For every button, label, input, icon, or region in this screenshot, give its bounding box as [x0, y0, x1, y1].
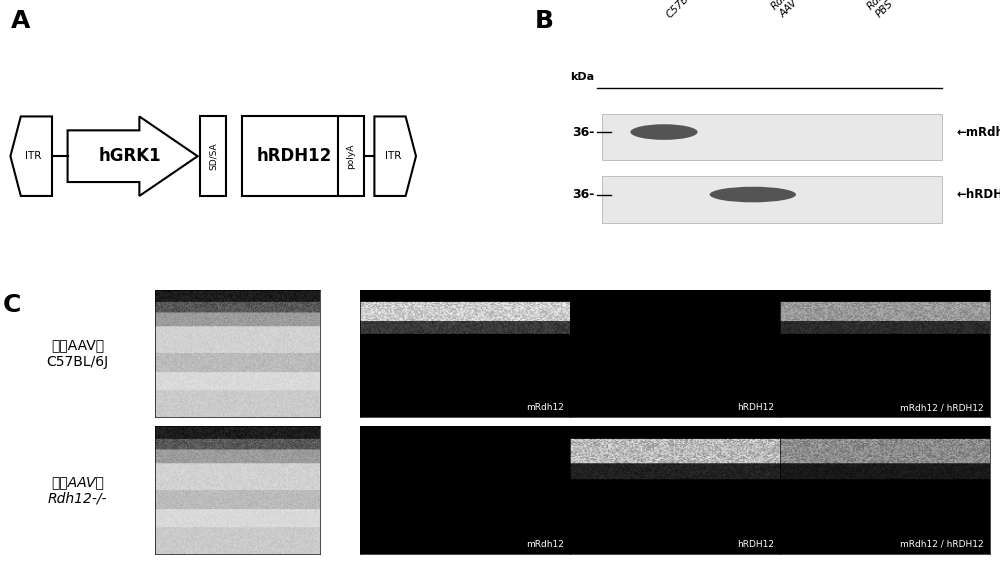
Text: IPL: IPL: [322, 394, 333, 403]
Text: mRdh12: mRdh12: [526, 403, 564, 412]
Polygon shape: [10, 116, 52, 196]
Text: ←hRDH12: ←hRDH12: [957, 188, 1000, 201]
Text: ITR: ITR: [385, 151, 401, 161]
Ellipse shape: [630, 124, 698, 140]
Text: OPL: OPL: [322, 504, 337, 513]
Text: RPE: RPE: [322, 291, 337, 300]
Text: 36-: 36-: [572, 126, 594, 139]
Text: INL: INL: [322, 517, 334, 527]
Text: C: C: [2, 293, 21, 316]
Text: hRDH12: hRDH12: [737, 403, 774, 412]
Text: SD/SA: SD/SA: [209, 143, 218, 170]
Polygon shape: [374, 116, 416, 196]
Text: INL: INL: [322, 381, 334, 390]
Text: IS: IS: [322, 317, 329, 326]
Text: mRdh12: mRdh12: [526, 540, 564, 549]
Text: OS: OS: [322, 304, 333, 314]
Text: IPL: IPL: [322, 530, 333, 539]
Text: hRDH12: hRDH12: [256, 147, 331, 165]
Text: Rdh12-/-
AAV: Rdh12-/- AAV: [770, 0, 817, 20]
Text: mRdh12 / hRDH12: mRdh12 / hRDH12: [900, 540, 984, 549]
Text: GCL: GCL: [322, 543, 337, 552]
Text: IS: IS: [322, 453, 329, 462]
Text: 注射AAV的
Rdh12-/-: 注射AAV的 Rdh12-/-: [48, 475, 107, 505]
FancyBboxPatch shape: [602, 114, 942, 160]
Text: ONL: ONL: [322, 479, 338, 488]
Bar: [338, 116, 364, 196]
Ellipse shape: [710, 187, 796, 202]
Text: GCL: GCL: [322, 407, 337, 416]
Bar: [242, 116, 346, 196]
Text: OPL: OPL: [322, 368, 337, 377]
Bar: [200, 116, 226, 196]
Text: ONL: ONL: [322, 343, 338, 352]
Text: hGRK1: hGRK1: [99, 147, 161, 165]
Text: C57BL/6J: C57BL/6J: [664, 0, 704, 20]
Text: ←mRdh12: ←mRdh12: [957, 126, 1000, 139]
Text: Rdh12-/-
PBS: Rdh12-/- PBS: [866, 0, 913, 20]
Text: hRDH12: hRDH12: [737, 540, 774, 549]
Text: OS: OS: [322, 441, 333, 450]
Text: kDa: kDa: [570, 72, 594, 82]
FancyBboxPatch shape: [602, 176, 942, 223]
Text: ITR: ITR: [25, 151, 41, 161]
Text: RPE: RPE: [322, 428, 337, 437]
Text: mRdh12 / hRDH12: mRdh12 / hRDH12: [900, 403, 984, 412]
Text: 36-: 36-: [572, 188, 594, 201]
Text: B: B: [534, 9, 553, 32]
Polygon shape: [68, 116, 198, 196]
Text: polyA: polyA: [347, 144, 356, 169]
Text: A: A: [10, 9, 30, 32]
Text: 注射AAV的
C57BL/6J: 注射AAV的 C57BL/6J: [46, 339, 109, 369]
